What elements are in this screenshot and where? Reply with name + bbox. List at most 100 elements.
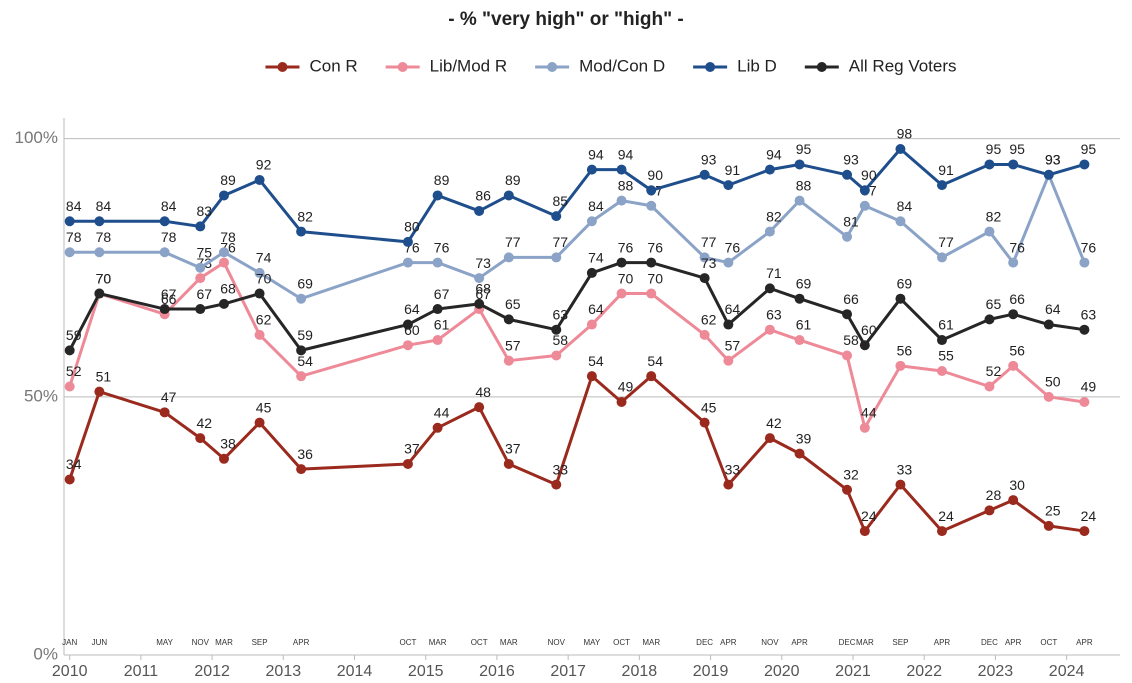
data-label: 55 [938,348,954,364]
data-label: 71 [766,265,782,281]
data-point [296,226,307,237]
x-tick-label: 2013 [266,663,302,680]
data-point [296,371,307,382]
legend: Con R Lib/Mod R Mod/Con D Lib D All Reg Vote… [265,56,957,75]
data-point [984,159,995,170]
data-point [254,329,265,340]
month-label: JAN [62,638,77,647]
data-label: 80 [404,219,420,235]
chart-title: - % "very high" or "high" - [448,9,684,30]
data-point [699,329,710,340]
legend-marker [547,62,558,72]
data-label: 70 [96,270,112,286]
data-point [195,304,206,315]
data-point [254,267,265,278]
month-label: JUN [92,638,108,647]
data-point [218,257,229,268]
data-point [551,252,562,263]
data-label: 84 [161,198,177,214]
data-point [764,433,775,444]
data-label: 42 [766,415,782,431]
data-label: 93 [1045,152,1061,168]
data-label: 67 [434,286,450,302]
month-label: APR [791,638,808,647]
data-label: 42 [196,415,212,431]
data-point [1079,159,1090,170]
data-label: 88 [618,177,634,193]
data-label: 75 [196,244,212,260]
data-point [551,479,562,490]
data-label: 24 [938,508,954,524]
data-label: 73 [475,255,491,271]
data-label: 81 [843,213,859,229]
legend-marker [816,62,827,72]
data-point [859,340,870,351]
data-label: 82 [766,208,782,224]
data-point [764,283,775,294]
legend-label: Lib/Mod R [430,56,507,75]
data-label: 61 [938,317,954,333]
data-point [586,164,597,175]
data-label: 52 [986,363,1002,379]
data-point [1079,324,1090,335]
month-label: NOV [548,638,566,647]
data-label: 37 [505,441,521,457]
data-point [218,298,229,309]
data-label: 54 [588,353,604,369]
data-label: 44 [434,405,450,421]
data-point [195,221,206,232]
x-tick-label: 2021 [835,663,871,680]
data-point [699,169,710,180]
month-label: DEC [981,638,998,647]
data-point [842,231,853,242]
data-label: 45 [256,399,272,415]
data-label: 69 [796,275,812,291]
data-point [195,262,206,273]
data-label: 64 [404,301,420,317]
legend-label: Lib D [737,56,777,75]
data-point [474,402,485,413]
month-label: MAR [642,638,660,647]
data-label: 66 [161,291,177,307]
data-label: 68 [475,281,491,297]
data-point [723,319,734,330]
data-label: 76 [725,239,741,255]
data-point [895,479,906,490]
data-point [646,371,657,382]
data-point [723,479,734,490]
data-point [616,288,627,299]
data-label: 63 [1081,306,1097,322]
data-point [64,247,75,258]
data-label: 93 [701,152,717,168]
data-label: 77 [552,234,568,250]
x-tick-label: 2010 [52,663,88,680]
legend-marker [277,62,288,72]
data-point [616,257,627,268]
data-point [842,169,853,180]
data-point [842,309,853,320]
data-point [432,304,443,315]
data-point [936,180,947,191]
data-label: 37 [404,441,420,457]
data-label: 66 [843,291,859,307]
data-point [254,174,265,185]
data-label: 84 [96,198,112,214]
month-label: MAY [584,638,601,647]
data-label: 59 [297,327,313,343]
data-point [895,360,906,371]
data-label: 95 [796,141,812,157]
data-point [699,252,710,263]
data-point [859,200,870,211]
data-label: 36 [297,446,313,462]
data-label: 70 [256,270,272,286]
data-point [842,350,853,361]
data-point [432,335,443,346]
data-point [586,216,597,227]
data-label: 94 [618,146,634,162]
data-label: 74 [256,250,272,266]
data-label: 88 [796,177,812,193]
data-label: 48 [475,384,491,400]
data-point [218,247,229,258]
data-point [936,335,947,346]
